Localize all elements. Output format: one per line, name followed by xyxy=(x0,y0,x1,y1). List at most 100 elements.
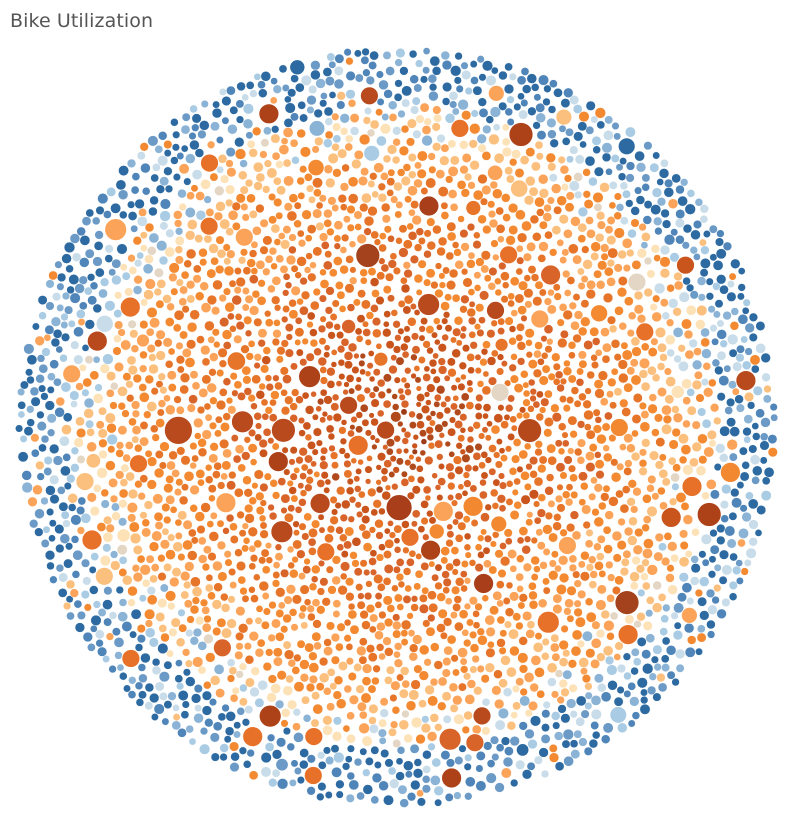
bubble[interactable] xyxy=(627,479,637,489)
bubble[interactable] xyxy=(585,125,595,135)
bubble[interactable] xyxy=(17,410,26,419)
bubble[interactable] xyxy=(49,443,60,455)
bubble[interactable] xyxy=(103,617,113,627)
bubble[interactable] xyxy=(603,266,614,277)
bubble[interactable] xyxy=(552,721,561,730)
bubble[interactable] xyxy=(102,353,114,365)
bubble[interactable] xyxy=(43,455,53,466)
bubble[interactable] xyxy=(285,584,297,595)
bubble[interactable] xyxy=(453,595,463,604)
bubble[interactable] xyxy=(317,324,327,334)
bubble[interactable] xyxy=(634,150,645,162)
bubble[interactable] xyxy=(242,475,252,485)
bubble[interactable] xyxy=(275,211,284,220)
bubble[interactable] xyxy=(631,346,642,357)
bubble[interactable] xyxy=(398,719,410,731)
bubble[interactable] xyxy=(59,353,68,363)
bubble[interactable] xyxy=(395,447,403,455)
bubble[interactable] xyxy=(392,466,400,474)
bubble[interactable] xyxy=(466,386,474,394)
bubble[interactable] xyxy=(705,479,717,490)
bubble[interactable] xyxy=(521,84,532,94)
bubble[interactable] xyxy=(640,695,649,705)
bubble[interactable] xyxy=(516,232,528,243)
bubble[interactable] xyxy=(525,351,533,359)
bubble[interactable] xyxy=(726,397,736,407)
bubble[interactable] xyxy=(448,450,456,458)
bubble[interactable] xyxy=(241,718,251,727)
bubble[interactable] xyxy=(394,58,403,67)
bubble[interactable] xyxy=(575,716,586,727)
bubble[interactable] xyxy=(116,663,125,672)
bubble[interactable] xyxy=(527,378,536,387)
bubble[interactable] xyxy=(268,511,278,521)
bubble[interactable] xyxy=(173,488,183,497)
bubble[interactable] xyxy=(17,400,27,410)
bubble[interactable] xyxy=(96,522,107,532)
bubble[interactable] xyxy=(564,598,574,609)
bubble[interactable] xyxy=(530,536,538,545)
bubble[interactable] xyxy=(192,274,202,284)
bubble[interactable] xyxy=(218,293,227,303)
bubble[interactable] xyxy=(240,344,250,354)
bubble[interactable] xyxy=(373,351,389,367)
bubble[interactable] xyxy=(242,103,254,115)
bubble[interactable] xyxy=(75,416,85,427)
bubble[interactable] xyxy=(428,165,437,174)
bubble[interactable] xyxy=(427,590,437,601)
bubble[interactable] xyxy=(578,471,588,482)
bubble[interactable] xyxy=(218,388,228,397)
bubble[interactable] xyxy=(450,499,459,507)
bubble[interactable] xyxy=(396,603,405,611)
bubble[interactable] xyxy=(260,620,270,630)
bubble[interactable] xyxy=(507,432,516,441)
bubble[interactable] xyxy=(419,75,429,84)
bubble[interactable] xyxy=(318,337,327,346)
bubble[interactable] xyxy=(92,256,103,267)
bubble[interactable] xyxy=(345,374,355,383)
bubble[interactable] xyxy=(585,528,594,537)
bubble[interactable] xyxy=(545,152,556,163)
bubble[interactable] xyxy=(588,738,599,749)
bubble[interactable] xyxy=(323,646,334,657)
bubble[interactable] xyxy=(156,240,168,252)
bubble[interactable] xyxy=(640,688,648,697)
bubble[interactable] xyxy=(118,568,128,577)
bubble[interactable] xyxy=(564,202,575,213)
bubble[interactable] xyxy=(234,227,254,247)
bubble[interactable] xyxy=(166,460,176,471)
bubble[interactable] xyxy=(760,490,772,502)
bubble[interactable] xyxy=(299,604,308,613)
bubble[interactable] xyxy=(450,402,458,411)
bubble[interactable] xyxy=(327,585,337,595)
bubble[interactable] xyxy=(323,395,333,405)
bubble[interactable] xyxy=(530,273,540,282)
bubble[interactable] xyxy=(91,216,101,226)
bubble[interactable] xyxy=(630,451,641,462)
bubble[interactable] xyxy=(582,259,593,270)
bubble[interactable] xyxy=(418,325,426,333)
bubble[interactable] xyxy=(311,631,322,642)
bubble[interactable] xyxy=(645,596,655,605)
bubble[interactable] xyxy=(94,230,104,240)
bubble[interactable] xyxy=(155,329,166,340)
bubble[interactable] xyxy=(401,85,413,97)
bubble[interactable] xyxy=(249,458,258,466)
bubble[interactable] xyxy=(301,337,309,346)
bubble[interactable] xyxy=(128,676,137,685)
bubble[interactable] xyxy=(508,325,517,333)
bubble[interactable] xyxy=(528,581,537,591)
bubble[interactable] xyxy=(343,459,352,468)
bubble[interactable] xyxy=(449,100,458,109)
bubble[interactable] xyxy=(267,437,275,445)
bubble[interactable] xyxy=(734,394,744,404)
bubble[interactable] xyxy=(646,685,657,696)
bubble[interactable] xyxy=(397,387,405,395)
bubble[interactable] xyxy=(98,438,108,448)
bubble[interactable] xyxy=(157,372,166,381)
bubble[interactable] xyxy=(175,355,186,365)
bubble[interactable] xyxy=(192,656,204,668)
bubble[interactable] xyxy=(567,464,577,473)
bubble[interactable] xyxy=(569,145,579,155)
bubble[interactable] xyxy=(229,325,237,333)
